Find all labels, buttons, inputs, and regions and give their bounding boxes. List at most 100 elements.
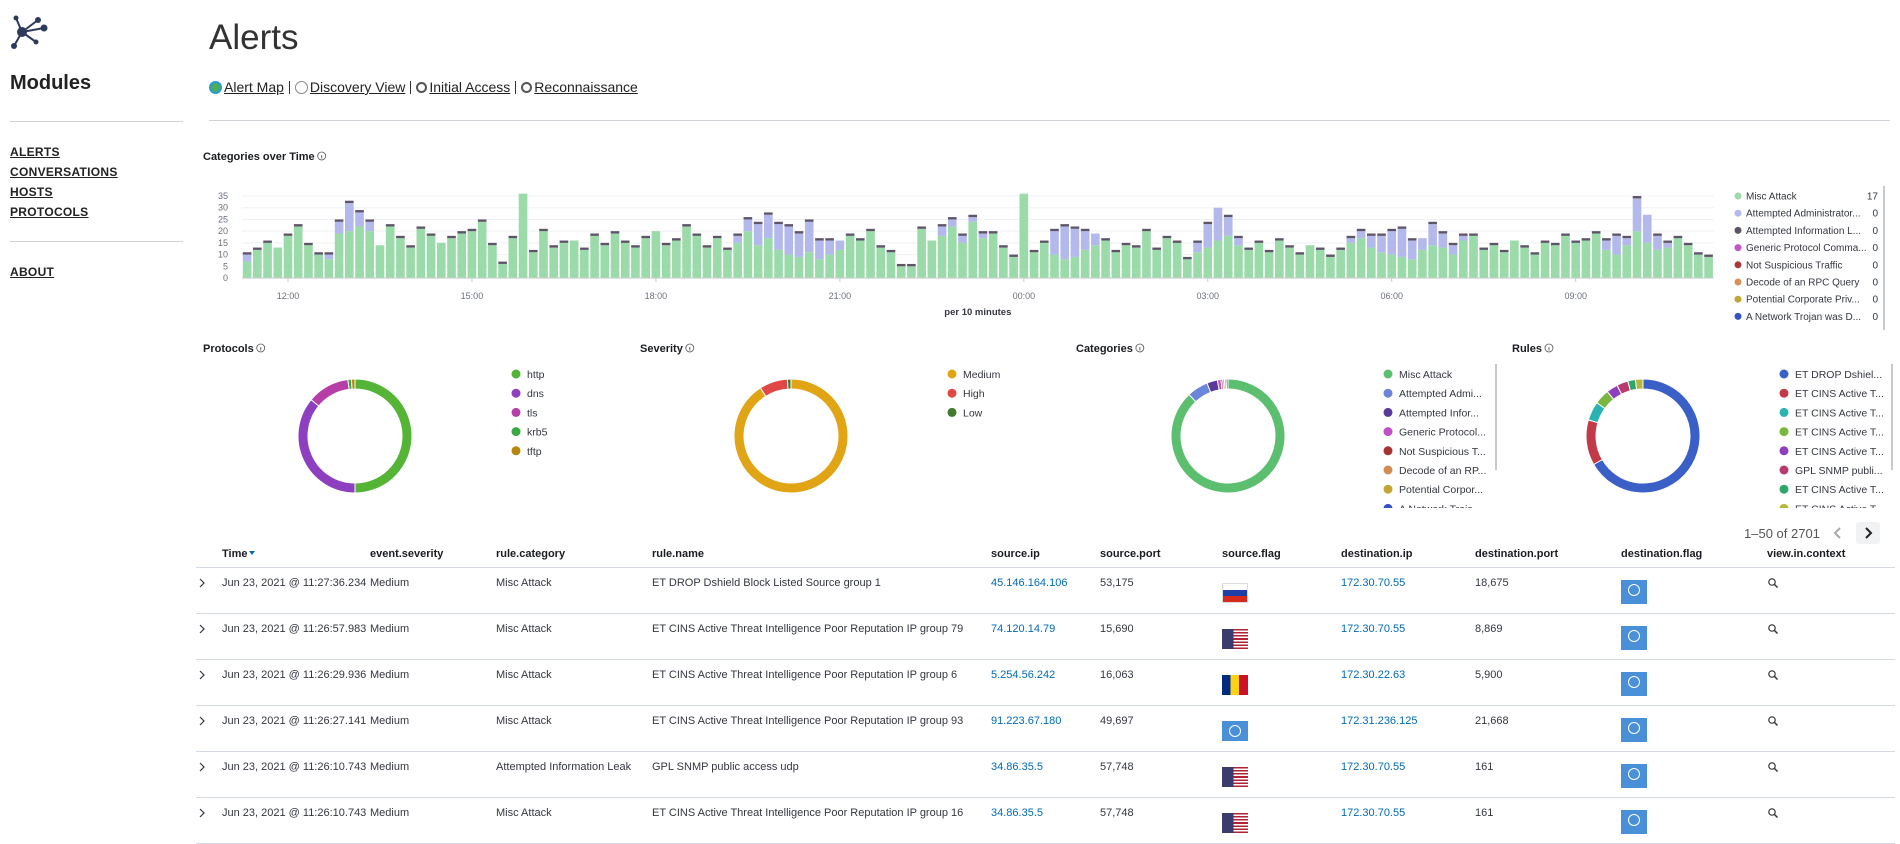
bar-segment <box>242 252 252 255</box>
bar-segment <box>488 242 497 246</box>
table-cell[interactable]: 91.223.67.180 <box>991 705 1100 752</box>
legend-swatch <box>1383 446 1393 456</box>
view-icon[interactable] <box>1767 715 1779 727</box>
table-cell[interactable]: 34.86.35.5 <box>991 751 1100 798</box>
view-icon[interactable] <box>1767 669 1779 681</box>
legend-swatch <box>947 388 957 398</box>
donut-slice <box>350 378 356 390</box>
expand-toggle[interactable] <box>196 807 208 819</box>
column-header[interactable]: Time <box>222 545 370 568</box>
bar-segment <box>324 254 334 260</box>
header-links: Alert Map Discovery View Initial Access … <box>209 79 638 95</box>
view-icon[interactable] <box>1767 807 1779 819</box>
bar-segment <box>1407 238 1417 241</box>
legend-label: Medium <box>963 369 1001 381</box>
donut-slice <box>1634 378 1644 390</box>
table-cell: Medium <box>370 659 496 706</box>
bar-segment <box>1683 245 1693 278</box>
prev-page[interactable] <box>1826 522 1850 544</box>
legend-swatch <box>1734 278 1742 286</box>
bar-segment <box>1111 249 1121 253</box>
donut-slice <box>354 378 413 494</box>
nav-link[interactable]: CONVERSATIONS <box>10 165 118 179</box>
table-cell[interactable]: 172.30.22.63 <box>1341 659 1475 706</box>
legend-swatch <box>1779 388 1789 398</box>
next-page[interactable] <box>1855 522 1880 544</box>
flag-cell <box>1621 659 1767 706</box>
nav-link[interactable]: ABOUT <box>10 265 55 279</box>
view-icon[interactable] <box>1767 577 1779 589</box>
bar-segment <box>1029 249 1039 253</box>
bar-segment <box>1367 233 1376 236</box>
donut-slice <box>733 378 849 494</box>
nav-link[interactable]: ALERTS <box>10 145 60 159</box>
bar-segment <box>1305 245 1315 278</box>
nav-link[interactable]: HOSTS <box>10 185 53 199</box>
sort-icon[interactable] <box>247 549 257 557</box>
table-cell[interactable]: 74.120.14.79 <box>991 613 1100 660</box>
bar-segment <box>1612 233 1621 236</box>
bar-segment <box>396 235 405 239</box>
bar-segment <box>1622 245 1632 278</box>
table-cell: Jun 23, 2021 @ 11:26:29.936 <box>222 659 370 706</box>
bar-segment <box>631 245 640 248</box>
bar-segment <box>1663 240 1672 243</box>
table-cell: Medium <box>370 797 496 844</box>
expand-toggle[interactable] <box>196 623 208 635</box>
pager: 1–50 of 2701 <box>1744 522 1880 544</box>
expand-toggle[interactable] <box>196 715 208 727</box>
expand-cell <box>196 567 222 614</box>
bar-segment <box>528 249 538 253</box>
header-link[interactable]: Initial Access <box>429 79 511 95</box>
bar-segment <box>712 238 722 278</box>
expand-toggle[interactable] <box>196 577 208 589</box>
bar-segment <box>365 219 375 222</box>
table-cell[interactable]: 172.30.70.55 <box>1341 797 1475 844</box>
table-cell[interactable]: 34.86.35.5 <box>991 797 1100 844</box>
view-icon[interactable] <box>1767 761 1779 773</box>
table-cell: Attempted Information Leak <box>496 751 652 798</box>
legend-label: krb5 <box>527 427 548 439</box>
bar-segment <box>355 212 364 227</box>
bar-segment <box>743 217 753 220</box>
bar-segment <box>753 245 763 278</box>
flag-cell <box>1222 797 1341 844</box>
table-cell[interactable]: 172.31.236.125 <box>1341 705 1475 752</box>
bar-segment <box>999 245 1008 248</box>
view-icon[interactable] <box>1767 623 1779 635</box>
table-cell: Medium <box>370 751 496 798</box>
bar-segment <box>1550 245 1560 278</box>
bar-segment <box>1428 221 1437 225</box>
legend-label: Decode of an RPC Query <box>1746 278 1859 289</box>
bar-segment <box>1121 245 1131 278</box>
header-link[interactable]: Reconnaissance <box>534 79 638 95</box>
x-tick-label: 09:00 <box>1564 291 1587 301</box>
table-cell[interactable]: 45.146.164.106 <box>991 567 1100 614</box>
table-cell[interactable]: 172.30.70.55 <box>1341 613 1475 660</box>
legend-swatch <box>947 407 957 417</box>
table-cell[interactable]: 172.30.70.55 <box>1341 751 1475 798</box>
column-header: source.flag <box>1222 545 1341 568</box>
bar-segment <box>1009 254 1018 257</box>
table-cell[interactable]: 5.254.56.242 <box>991 659 1100 706</box>
table-cell: 16,063 <box>1100 659 1222 706</box>
header-link[interactable]: Discovery View <box>309 79 406 95</box>
bar-segment <box>702 245 712 248</box>
bar-segment <box>1264 252 1274 278</box>
x-tick-label: 03:00 <box>1197 291 1220 301</box>
bar-segment <box>1152 247 1161 250</box>
legend-swatch <box>947 369 957 379</box>
column-header: source.port <box>1100 545 1222 568</box>
header-link[interactable]: Alert Map <box>224 79 284 95</box>
expand-toggle[interactable] <box>196 669 208 681</box>
bar-segment <box>978 233 988 239</box>
expand-toggle[interactable] <box>196 761 208 773</box>
globe-icon <box>209 80 222 94</box>
bar-segment <box>396 238 405 278</box>
table-cell[interactable]: 172.30.70.55 <box>1341 567 1475 614</box>
bar-segment <box>457 233 467 278</box>
table-cell: ET CINS Active Threat Intelligence Poor … <box>652 613 991 660</box>
bar-segment <box>1193 242 1202 253</box>
nav-link[interactable]: PROTOCOLS <box>10 205 89 219</box>
table-cell: 161 <box>1475 751 1621 798</box>
